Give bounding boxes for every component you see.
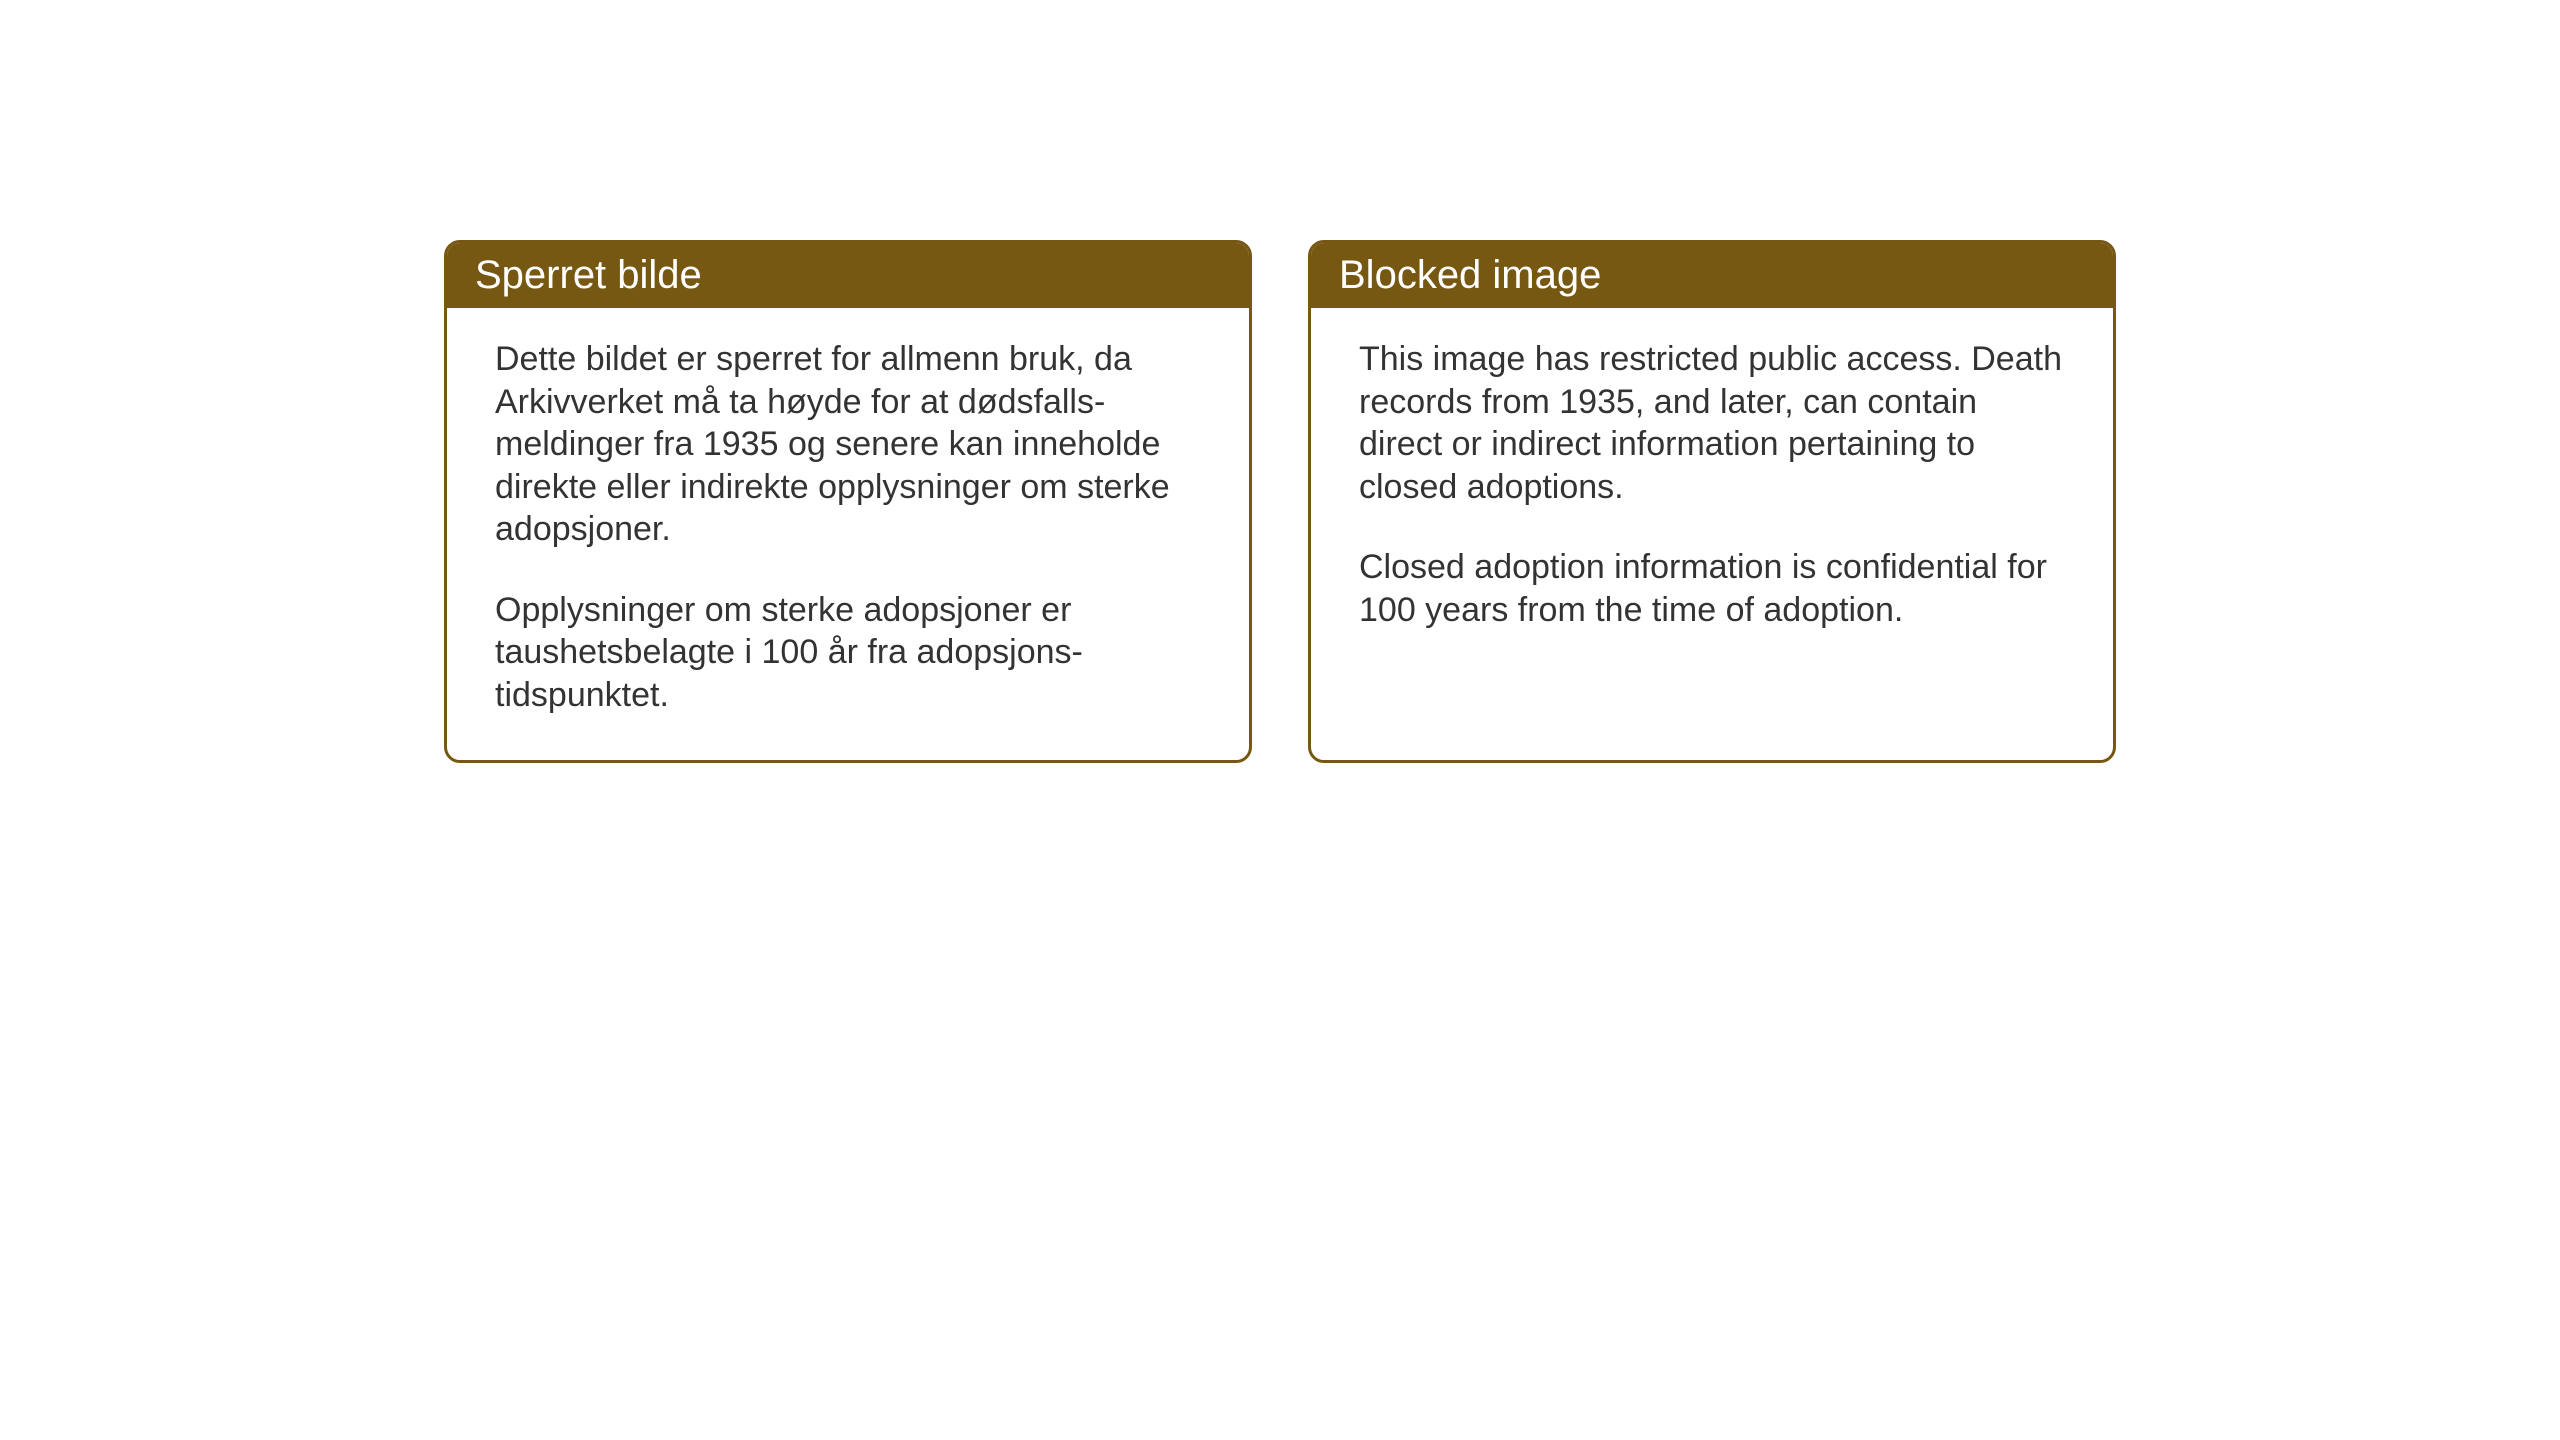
card-body-norwegian: Dette bildet er sperret for allmenn bruk… — [447, 308, 1249, 760]
notice-container: Sperret bilde Dette bildet er sperret fo… — [444, 240, 2116, 763]
card-title-norwegian: Sperret bilde — [475, 253, 702, 297]
notice-card-english: Blocked image This image has restricted … — [1308, 240, 2116, 763]
card-title-english: Blocked image — [1339, 253, 1601, 297]
card-paragraph1-norwegian: Dette bildet er sperret for allmenn bruk… — [495, 338, 1201, 551]
notice-card-norwegian: Sperret bilde Dette bildet er sperret fo… — [444, 240, 1252, 763]
card-header-english: Blocked image — [1311, 243, 2113, 308]
card-paragraph2-norwegian: Opplysninger om sterke adopsjoner er tau… — [495, 589, 1201, 717]
card-header-norwegian: Sperret bilde — [447, 243, 1249, 308]
card-paragraph1-english: This image has restricted public access.… — [1359, 338, 2065, 508]
card-paragraph2-english: Closed adoption information is confident… — [1359, 546, 2065, 631]
card-body-english: This image has restricted public access.… — [1311, 308, 2113, 675]
